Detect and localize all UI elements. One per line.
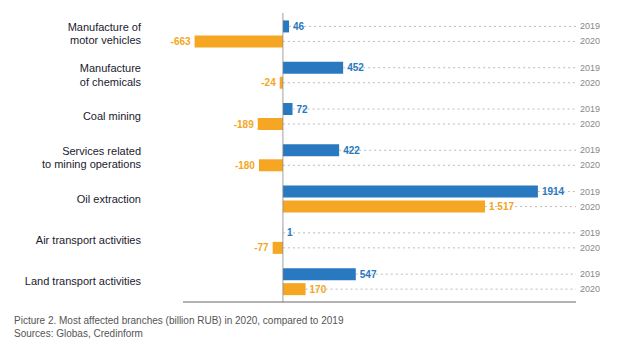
html-text:Sources: Globas, Credinform: Sources: Globas, Credinform — [14, 328, 143, 339]
svg-text:452: 452 — [347, 62, 364, 73]
svg-text:-180: -180 — [235, 160, 255, 171]
svg-text:2020: 2020 — [580, 160, 600, 170]
svg-text:2020: 2020 — [580, 243, 600, 253]
svg-text:2020: 2020 — [580, 78, 600, 88]
svg-text:2020: 2020 — [580, 202, 600, 212]
svg-text:2020: 2020 — [580, 284, 600, 294]
svg-text:2019: 2019 — [580, 104, 600, 114]
svg-text:547: 547 — [360, 269, 377, 280]
svg-text:Coal mining: Coal mining — [83, 110, 141, 122]
svg-text:2019: 2019 — [580, 228, 600, 238]
svg-text:-77: -77 — [254, 242, 269, 253]
svg-text:2019: 2019 — [580, 63, 600, 73]
svg-text:-24: -24 — [261, 77, 276, 88]
svg-text:46: 46 — [293, 21, 305, 32]
svg-text:Oil extraction: Oil extraction — [77, 193, 141, 205]
svg-text:-189: -189 — [234, 119, 254, 130]
svg-text:-663: -663 — [171, 36, 191, 47]
svg-text:2020: 2020 — [580, 119, 600, 129]
svg-text:422: 422 — [343, 145, 360, 156]
svg-text:72: 72 — [297, 104, 309, 115]
svg-text:2019: 2019 — [580, 187, 600, 197]
svg-text:Manufactureof chemicals: Manufactureof chemicals — [80, 62, 142, 87]
svg-text:1: 1 — [287, 227, 293, 238]
svg-text:2019: 2019 — [580, 145, 600, 155]
svg-text:2020: 2020 — [580, 36, 600, 46]
svg-text:1 517: 1 517 — [489, 201, 514, 212]
svg-text:2019: 2019 — [580, 21, 600, 31]
svg-text:Services relatedto mining oper: Services relatedto mining operations — [42, 145, 142, 170]
svg-text:2019: 2019 — [580, 269, 600, 279]
svg-text:Manufacture ofmotor vehicles: Manufacture ofmotor vehicles — [68, 21, 142, 46]
html-text:Picture 2. Most affected branc: Picture 2. Most affected branches (billi… — [14, 315, 344, 326]
svg-text:Land transport activities: Land transport activities — [25, 275, 142, 287]
svg-text:170: 170 — [310, 284, 327, 295]
svg-text:1914: 1914 — [542, 186, 565, 197]
svg-text:Air transport activities: Air transport activities — [36, 234, 142, 246]
